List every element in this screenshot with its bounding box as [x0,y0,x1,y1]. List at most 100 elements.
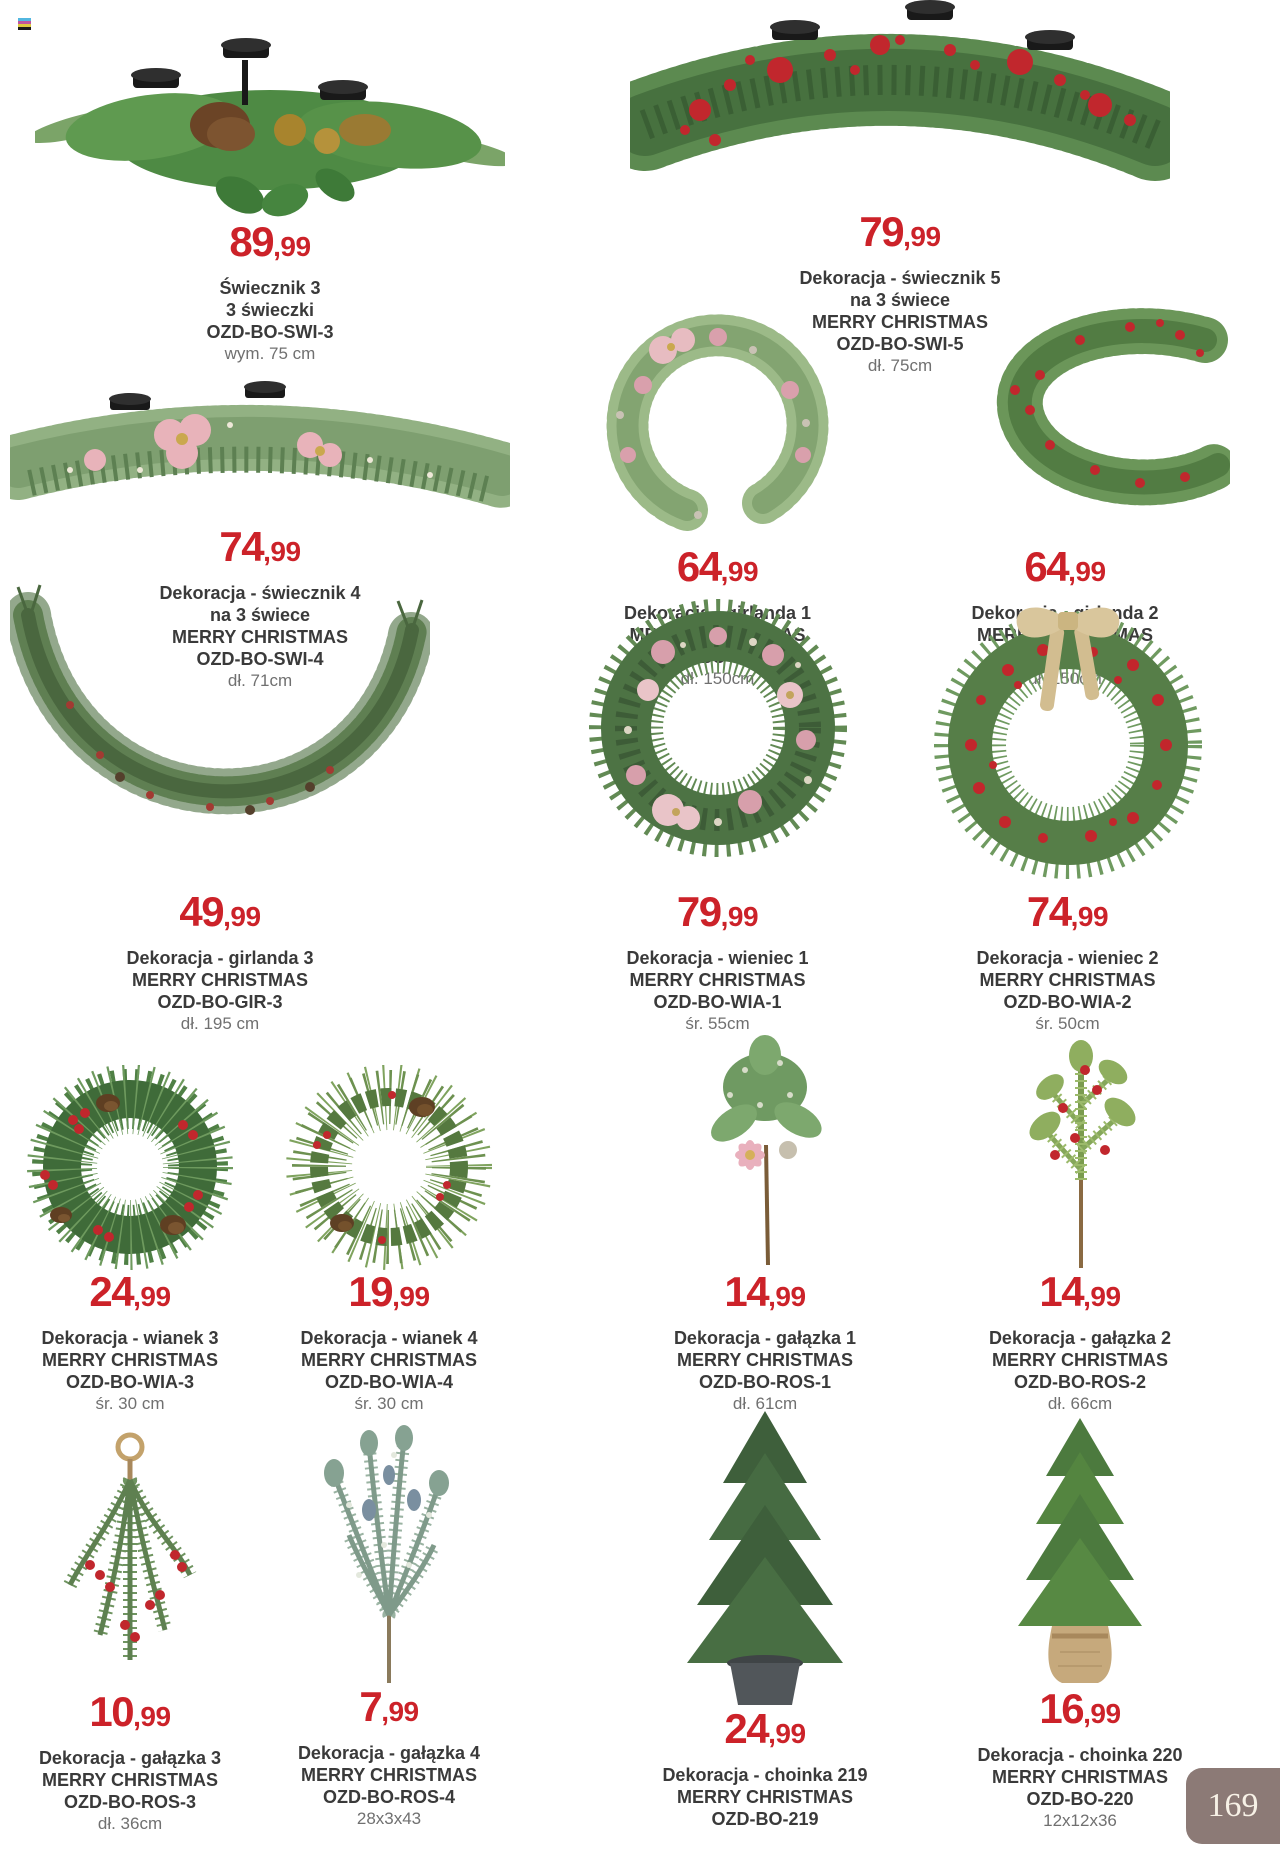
product-dimension: śr. 55cm [685,1014,750,1033]
photo-wreath-berries-pinecones [26,1065,233,1270]
product-line: Dekoracja - gałązka 3 [38,1748,222,1768]
product-line: Dekoracja - gałązka 2 [988,1328,1172,1348]
print-registration-mark-icon [18,18,31,30]
product-line: MERRY CHRISTMAS [300,1765,477,1785]
product-line: OZD-BO-SWI-4 [196,649,324,669]
product-line: OZD-BO-SWI-5 [836,334,964,354]
product-price: 7,99 [359,1683,419,1730]
product-line: MERRY CHRISTMAS [979,970,1156,990]
regmark-stripe-black [18,27,31,30]
product-line: MERRY CHRISTMAS [811,312,988,332]
product-line: MERRY CHRISTMAS [629,970,806,990]
regmark-stripe-cyan [18,18,31,21]
product-dimension: dł. 75cm [867,356,933,375]
product-line: OZD-BO-WIA-1 [653,992,782,1012]
product-price: 64,99 [1024,543,1106,590]
product-dimension: dł. 36cm [97,1814,163,1833]
product-dimension: śr. 30 cm [95,1394,165,1413]
product-dimension: śr. 50cm [1035,1014,1100,1033]
product-line: OZD-BO-WIA-4 [325,1372,453,1392]
product-line: na 3 świece [209,605,311,625]
product-card-ozd-bo-ros-2: 14,99 Dekoracja - gałązka 2 MERRY CHRIST… [950,1030,1210,1415]
product-line: Dekoracja - wieniec 2 [976,948,1159,968]
product-line: Dekoracja - girlanda 3 [126,948,314,968]
product-line: Dekoracja - choinka 220 [977,1745,1183,1765]
product-price: 64,99 [676,543,759,590]
product-card-ozd-bo-swi-4: 74,99 Dekoracja - świecznik 4 na 3 świec… [10,375,510,692]
product-card-ozd-bo-wia-3: 24,99 Dekoracja - wianek 3 MERRY CHRISTM… [5,1065,255,1415]
product-dimension: 12x12x36 [1043,1811,1117,1830]
photo-sprig-red-berries [1029,1040,1136,1268]
product-line: Dekoracja - świecznik 4 [159,583,361,603]
product-card-ozd-bo-wia-1: 79,99 Dekoracja - wieniec 1 MERRY CHRIST… [560,560,875,1035]
product-card-ozd-bo-ros-1: 14,99 Dekoracja - gałązka 1 MERRY CHRIST… [640,1025,890,1415]
photo-sprig-pink-poinsettia [711,1035,822,1266]
product-price: 16,99 [1039,1685,1121,1732]
product-price: 14,99 [724,1268,806,1315]
photo-garland-s-red-berries [996,308,1230,506]
product-price: 74,99 [219,523,301,570]
product-line: Dekoracja - choinka 219 [662,1765,868,1785]
photo-garland-loop-pink-ornaments [606,314,829,531]
product-line: MERRY CHRISTMAS [676,1350,853,1370]
product-line: MERRY CHRISTMAS [131,970,308,990]
photo-hanging-bunch-red-berries [63,1432,197,1660]
product-line: Dekoracja - wieniec 1 [626,948,809,968]
product-line: OZD-BO-ROS-3 [64,1792,196,1812]
product-price: 79,99 [859,208,941,255]
photo-garland-arc-green [10,584,430,815]
product-line: Dekoracja - wianek 3 [41,1328,219,1348]
product-dimension: dł. 195 cm [180,1014,260,1033]
photo-tree-in-burlap [1018,1418,1142,1683]
page-number: 169 [1207,1787,1259,1824]
regmark-stripe-magenta [18,21,31,24]
product-line: Dekoracja - gałązka 4 [297,1743,481,1763]
product-card-ozd-bo-wia-4: 19,99 Dekoracja - wianek 4 MERRY CHRISTM… [263,1065,515,1415]
product-line: Dekoracja - wianek 4 [300,1328,478,1348]
product-price: 24,99 [89,1268,171,1315]
product-dimension: dł. 66cm [1047,1394,1113,1413]
product-price: 89,99 [229,218,311,265]
product-line: na 3 świece [849,290,951,310]
product-dimension: śr. 30 cm [354,1394,424,1413]
product-line: Dekoracja - gałązka 1 [673,1328,857,1348]
product-price: 74,99 [1026,888,1109,935]
photo-candelabra-greenery-gold [35,38,505,217]
product-dimension: wym. 75 cm [224,344,316,363]
regmark-stripe-yellow [18,24,31,27]
product-line: MERRY CHRISTMAS [41,1770,218,1790]
photo-tree-in-pot [687,1411,843,1705]
product-line: MERRY CHRISTMAS [41,1350,218,1370]
photo-candelabra-fir-red-berries [630,0,1170,181]
product-line: MERRY CHRISTMAS [676,1787,853,1807]
product-price: 24,99 [724,1705,806,1752]
product-price: 14,99 [1039,1268,1121,1315]
photo-wreath-pine-pinecones [285,1065,492,1270]
product-line: OZD-BO-GIR-3 [157,992,283,1012]
photo-wreath-pink-ornaments [588,599,847,857]
product-price: 19,99 [348,1268,430,1315]
product-line: MERRY CHRISTMAS [171,627,348,647]
photo-wreath-red-berries-bow [933,607,1202,879]
product-card-ozd-bo-ros-4: 7,99 Dekoracja - gałązka 4 MERRY CHRISTM… [263,1415,515,1830]
product-card-ozd-bo-gir-3: 49,99 Dekoracja - girlanda 3 MERRY CHRIS… [10,555,430,1035]
product-dimension: dł. 150cm [680,669,755,688]
product-line: Świecznik 3 [219,278,321,298]
product-line: MERRY CHRISTMAS [300,1350,477,1370]
product-line: OZD-BO-ROS-1 [699,1372,831,1392]
product-card-ozd-bo-ros-3: 10,99 Dekoracja - gałązka 3 MERRY CHRIST… [5,1425,255,1835]
page-number-badge: 169 [1186,1768,1280,1844]
product-card-ozd-bo-wia-2: 74,99 Dekoracja - wieniec 2 MERRY CHRIST… [905,560,1230,1035]
product-line: OZD-BO-SWI-3 [206,322,334,342]
product-line: OZD-BO-ROS-4 [323,1787,455,1807]
product-dimension: dł. 71cm [227,671,293,690]
product-line: 3 świeczki [225,300,315,320]
photo-sprig-frosted [324,1425,449,1683]
product-line: OZD-BO-220 [1026,1789,1134,1809]
product-card-ozd-bo-219: 24,99 Dekoracja - choinka 219 MERRY CHRI… [640,1405,890,1830]
product-card-ozd-bo-swi-5: 79,99 Dekoracja - świecznik 5 na 3 świec… [630,0,1170,377]
product-price: 49,99 [179,888,261,935]
product-line: MERRY CHRISTMAS [991,1350,1168,1370]
product-line: OZD-BO-WIA-2 [1003,992,1132,1012]
product-line: OZD-BO-WIA-3 [66,1372,194,1392]
